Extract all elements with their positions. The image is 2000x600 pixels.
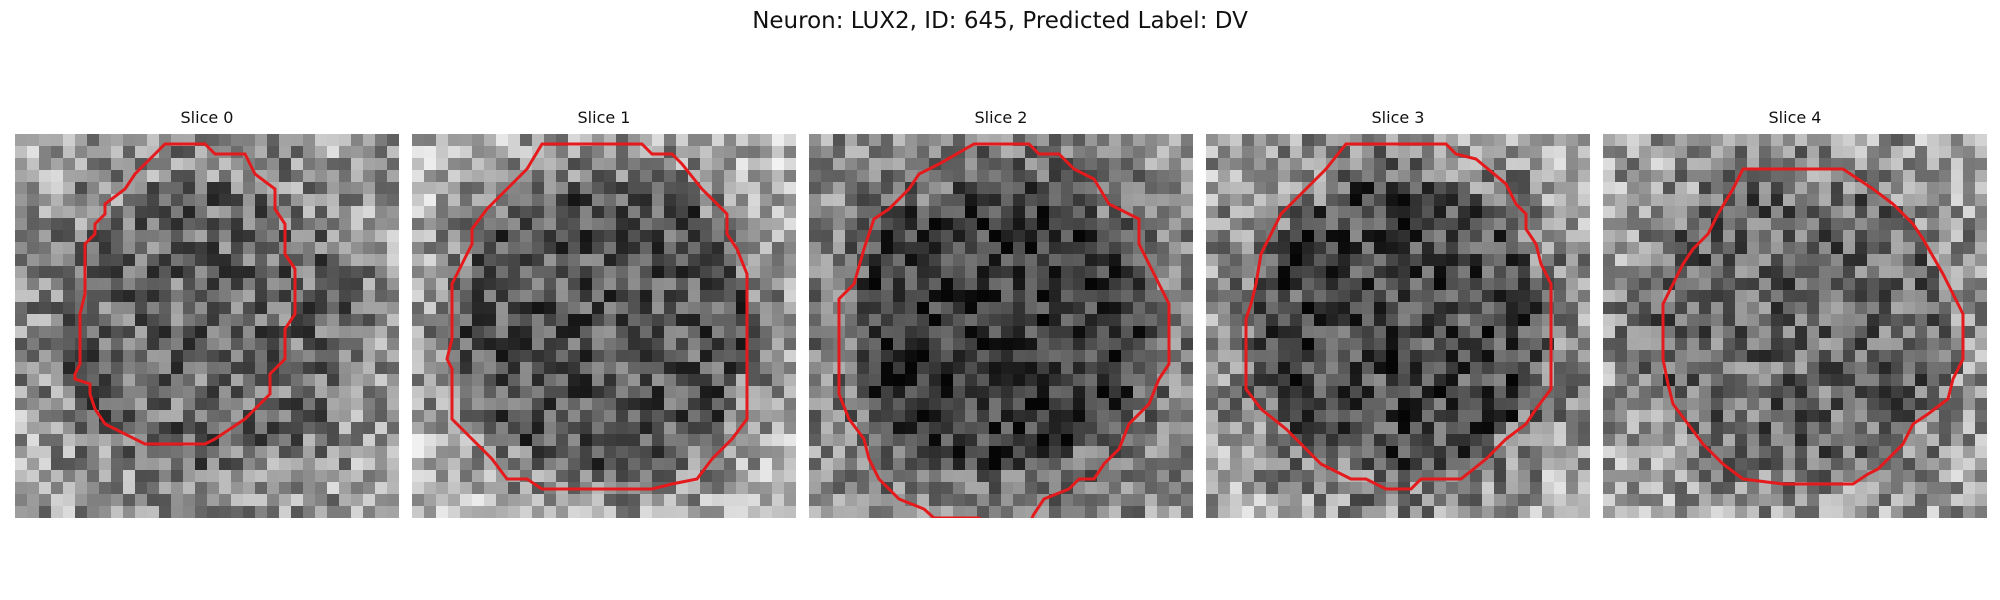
roi-contour <box>73 142 297 446</box>
slice-image <box>15 134 399 518</box>
slice-image <box>1603 134 1987 518</box>
slice-title: Slice 0 <box>180 108 234 127</box>
pixel-grid <box>412 134 796 518</box>
roi-contour <box>445 142 749 491</box>
slice-title: Slice 4 <box>1768 108 1822 127</box>
pixel-grid <box>809 134 1193 518</box>
roi-contour <box>837 142 1171 518</box>
slice-title: Slice 3 <box>1371 108 1425 127</box>
slice-image <box>809 134 1193 518</box>
pixel-grid <box>1603 134 1987 518</box>
slice-title: Slice 1 <box>577 108 631 127</box>
pixel-grid <box>1206 134 1590 518</box>
roi-contour <box>1661 167 1965 486</box>
roi-contour <box>1244 142 1553 491</box>
slice-title: Slice 2 <box>974 108 1028 127</box>
pixel-grid <box>15 134 399 518</box>
slice-image <box>1206 134 1590 518</box>
figure-title: Neuron: LUX2, ID: 645, Predicted Label: … <box>752 8 1248 34</box>
slice-image <box>412 134 796 518</box>
